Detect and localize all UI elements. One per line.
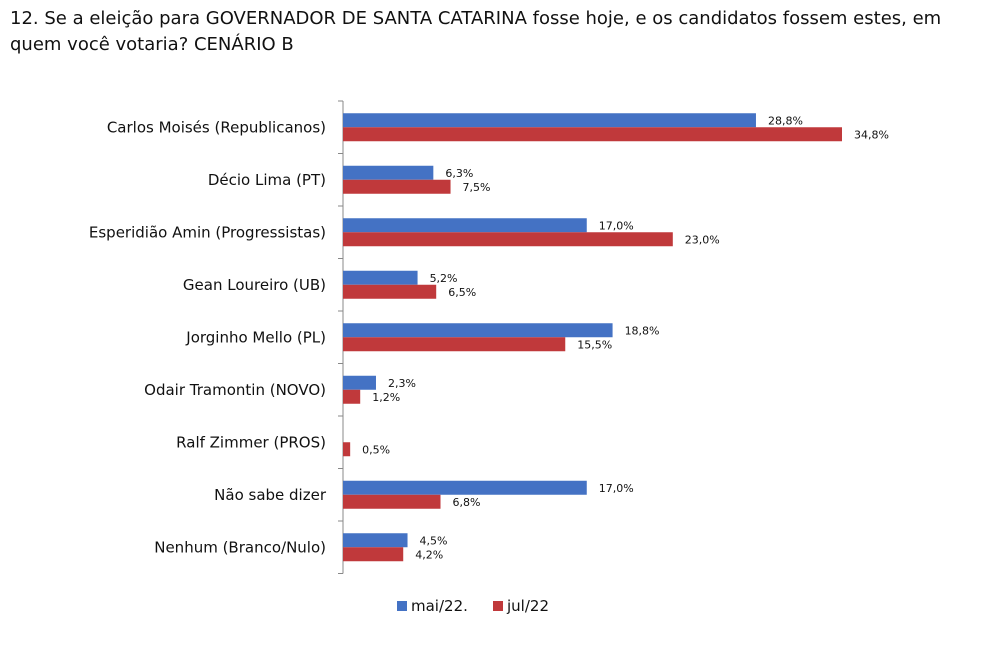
bar-mai22 [343, 113, 756, 128]
legend-swatch [493, 601, 503, 611]
bar-mai22 [343, 480, 587, 495]
category-label: Ralf Zimmer (PROS) [176, 433, 326, 451]
data-label: 7,5% [463, 181, 491, 194]
bar-jul22 [343, 179, 451, 194]
category-label: Décio Lima (PT) [208, 171, 326, 189]
category-label: Gean Loureiro (UB) [183, 276, 326, 294]
data-label: 28,8% [768, 114, 803, 127]
bar-jul22 [343, 442, 351, 457]
category-label: Esperidião Amin (Progressistas) [89, 223, 326, 241]
bar-mai22 [343, 375, 376, 390]
data-label: 15,5% [577, 338, 612, 351]
data-label: 6,3% [445, 167, 473, 180]
data-label: 34,8% [854, 128, 889, 141]
data-label: 18,8% [625, 324, 660, 337]
title-line-1: 12. Se a eleição para GOVERNADOR DE SANT… [10, 8, 942, 29]
chart-title: 12. Se a eleição para GOVERNADOR DE SANT… [10, 6, 985, 58]
bar-jul22 [343, 232, 673, 247]
data-label: 17,0% [599, 482, 634, 495]
data-label: 23,0% [685, 233, 720, 246]
legend-label: mai/22. [411, 597, 468, 615]
category-label: Odair Tramontin (NOVO) [144, 381, 326, 399]
bar-jul22 [343, 127, 842, 142]
bar-jul22 [343, 494, 441, 509]
category-label: Nenhum (Branco/Nulo) [154, 538, 326, 556]
category-label: Carlos Moisés (Republicanos) [107, 118, 326, 136]
data-label: 6,8% [453, 496, 481, 509]
legend-label: jul/22 [506, 597, 549, 615]
bar-mai22 [343, 533, 408, 548]
legend-swatch [397, 601, 407, 611]
data-label: 0,5% [362, 443, 390, 456]
data-label: 2,3% [388, 377, 416, 390]
category-label: Jorginho Mello (PL) [185, 328, 326, 346]
data-label: 1,2% [372, 391, 400, 404]
data-label: 17,0% [599, 219, 634, 232]
data-label: 4,5% [420, 534, 448, 547]
bar-mai22 [343, 323, 613, 338]
bar-mai22 [343, 270, 418, 285]
category-label: Não sabe dizer [214, 486, 327, 504]
bar-mai22 [343, 165, 434, 180]
data-label: 5,2% [430, 272, 458, 285]
bar-jul22 [343, 389, 361, 404]
bar-jul22 [343, 337, 566, 352]
title-line-2: quem você votaria? CENÁRIO B [10, 34, 294, 55]
bar-mai22 [343, 218, 587, 233]
data-label: 4,2% [415, 548, 443, 561]
bar-jul22 [343, 284, 437, 299]
data-label: 6,5% [448, 286, 476, 299]
bar-jul22 [343, 547, 404, 562]
